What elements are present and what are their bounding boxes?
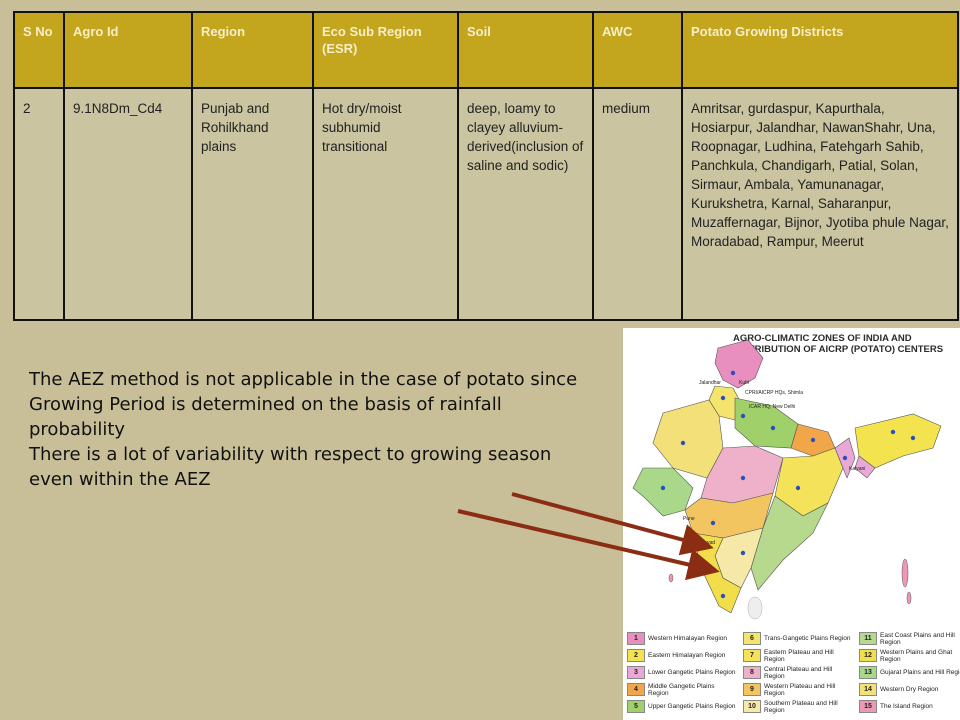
legend-label: Western Plains and Ghat Region <box>880 648 953 663</box>
aicrp-centers <box>660 370 916 599</box>
legend-swatch: 4 <box>627 683 645 696</box>
legend-swatch: 11 <box>859 632 877 645</box>
legend-item-2: 2 Eastern Himalayan Region <box>627 649 736 662</box>
map-title: AGRO-CLIMATIC ZONES OF INDIA AND DISTRIB… <box>733 333 944 355</box>
india-map-graphic: CPRI/AICRP HQs, Shimla ICAR HQ, New Delh… <box>632 339 942 620</box>
legend-swatch: 14 <box>859 683 877 696</box>
legend-item-10: 10 Southern Plateau and Hill Region <box>743 699 852 714</box>
header-region: Region <box>191 11 314 89</box>
cell-awc: medium <box>592 87 683 321</box>
legend-swatch: 6 <box>743 632 761 645</box>
notes-text: The AEZ method is not applicable in the … <box>29 367 589 492</box>
legend-label: Middle Gangetic Plains Region <box>648 682 715 697</box>
legend-item-13: 13 Gujarat Plains and Hill Region <box>859 666 960 679</box>
legend-item-8: 8 Central Plateau and Hill Region <box>743 665 852 680</box>
cell-soil: deep, loamy to clayey alluvium-derived(i… <box>457 87 594 321</box>
legend-swatch: 1 <box>627 632 645 645</box>
note-variability: There is a lot of variability with respe… <box>29 444 552 490</box>
legend-swatch: 7 <box>743 649 761 662</box>
legend-swatch: 10 <box>743 700 761 713</box>
legend-label: Eastern Himalayan Region <box>648 652 726 659</box>
zone-western-dry <box>652 399 724 479</box>
legend-label: The Island Region <box>880 703 933 710</box>
india-agro-climatic-map: AGRO-CLIMATIC ZONES OF INDIA AND DISTRIB… <box>623 328 960 720</box>
legend-label: Central Plateau and Hill Region <box>764 665 833 680</box>
cell-agro-id: 9.1N8Dm_Cd4 <box>63 87 193 321</box>
zone-eastern-himalayan <box>854 413 942 469</box>
header-esr: Eco Sub Region (ESR) <box>312 11 459 89</box>
legend-swatch: 2 <box>627 649 645 662</box>
legend-item-3: 3 Lower Gangetic Plains Region <box>627 666 736 679</box>
legend-item-4: 4 Middle Gangetic Plains Region <box>627 682 736 697</box>
zone-lakshadweep <box>668 573 674 583</box>
map-legend: 1 Western Himalayan Region 2 Eastern Himala… <box>623 628 960 720</box>
legend-label: Western Dry Region <box>880 686 939 693</box>
header-sno: S No <box>13 11 65 89</box>
legend-swatch: 5 <box>627 700 645 713</box>
cell-esr: Hot dry/moist subhumid transitional <box>312 87 459 321</box>
legend-item-12: 12 Western Plains and Ghat Region <box>859 648 960 663</box>
table-row: 2 9.1N8Dm_Cd4 Punjab and Rohilkhand plai… <box>13 87 959 321</box>
zone-western-himalayan <box>714 339 764 389</box>
legend-item-6: 6 Trans-Gangetic Plains Region <box>743 632 852 645</box>
legend-swatch: 9 <box>743 683 761 696</box>
legend-label: Eastern Plateau and Hill Region <box>764 648 834 663</box>
legend-item-11: 11 East Coast Plains and Hill Region <box>859 631 960 646</box>
label-jalandhar: Jalandhar <box>699 380 721 386</box>
label-pune: Pune <box>683 516 695 522</box>
label-kalyani: Kalyani <box>849 466 865 472</box>
note-aez-method: The AEZ method is not applicable in the … <box>29 369 578 440</box>
legend-swatch: 13 <box>859 666 877 679</box>
legend-item-9: 9 Western Plateau and Hill Region <box>743 682 852 697</box>
legend-swatch: 3 <box>627 666 645 679</box>
legend-item-5: 5 Upper Gangetic Plains Region <box>627 700 736 713</box>
legend-label: Lower Gangetic Plains Region <box>648 669 736 676</box>
legend-label: Southern Plateau and Hill Region <box>764 699 838 714</box>
header-soil: Soil <box>457 11 594 89</box>
legend-item-7: 7 Eastern Plateau and Hill Region <box>743 648 852 663</box>
legend-swatch: 12 <box>859 649 877 662</box>
legend-swatch: 8 <box>743 666 761 679</box>
legend-item-14: 14 Western Dry Region <box>859 683 960 696</box>
zone-andaman-islands <box>901 558 909 588</box>
label-shimla: CPRI/AICRP HQs, Shimla <box>745 390 803 396</box>
legend-item-15: 15 The Island Region <box>859 700 960 713</box>
header-agro-id: Agro Id <box>63 11 193 89</box>
cell-districts: Amritsar, gurdaspur, Kapurthala, Hosiarp… <box>681 87 959 321</box>
legend-item-1: 1 Western Himalayan Region <box>627 632 736 645</box>
table-header-row: S No Agro Id Region Eco Sub Region (ESR)… <box>13 11 959 89</box>
header-awc: AWC <box>592 11 683 89</box>
label-dharwad: Dharwad <box>695 540 715 546</box>
label-kufri: Kufri <box>739 380 749 386</box>
legend-label: East Coast Plains and Hill Region <box>880 631 955 646</box>
legend-label: Western Himalayan Region <box>648 635 727 642</box>
legend-label: Western Plateau and Hill Region <box>764 682 836 697</box>
header-districts: Potato Growing Districts <box>681 11 959 89</box>
legend-label: Gujarat Plains and Hill Region <box>880 669 960 676</box>
label-delhi: ICAR HQ, New Delhi <box>749 404 795 410</box>
agro-zone-table: S No Agro Id Region Eco Sub Region (ESR)… <box>13 11 959 321</box>
legend-label: Trans-Gangetic Plains Region <box>764 635 851 642</box>
legend-swatch: 15 <box>859 700 877 713</box>
legend-label: Upper Gangetic Plains Region <box>648 703 736 710</box>
cell-region: Punjab and Rohilkhand plains <box>191 87 314 321</box>
zone-gujarat-plains <box>632 467 694 517</box>
cell-sno: 2 <box>13 87 65 321</box>
